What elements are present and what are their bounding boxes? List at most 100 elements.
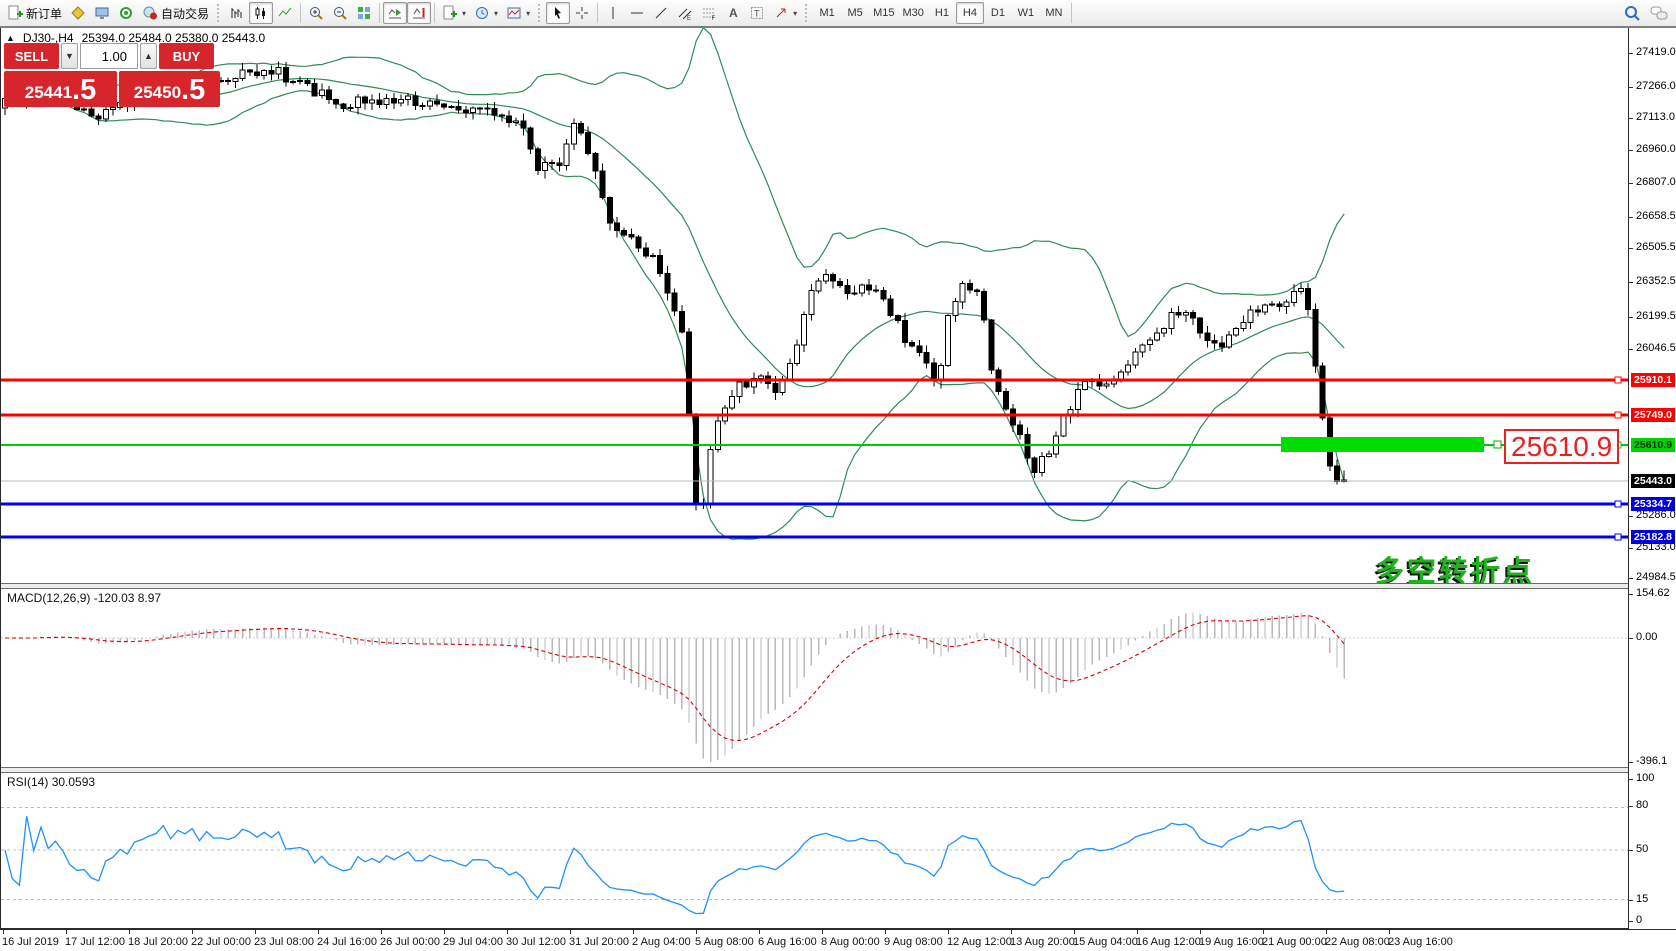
one-click-trading-panel: SELL ▼ 1.00 ▲ BUY 25441 .5 25450 .5	[4, 43, 220, 107]
time-tick	[885, 930, 886, 934]
price-line-label-25910.1: 25910.1	[1631, 373, 1675, 387]
time-label: 19 Aug 16:00	[1199, 936, 1264, 948]
zoom-in-button[interactable]	[304, 2, 328, 24]
templates-button[interactable]: ▾	[502, 2, 534, 24]
trendline-button[interactable]	[649, 2, 673, 24]
time-tick	[759, 930, 760, 934]
chat-button[interactable]	[1645, 2, 1673, 24]
line-anchor-25182.8[interactable]	[1614, 533, 1622, 541]
sell-price[interactable]: 25441 .5	[4, 71, 117, 107]
chart-symbol: DJ30-,H4	[22, 31, 74, 45]
volume-decrease-button[interactable]: ▼	[61, 43, 78, 69]
signals-icon	[120, 7, 133, 19]
text-button[interactable]: A	[721, 2, 745, 24]
axis-tick	[1629, 548, 1633, 549]
autotrading-icon	[143, 6, 158, 20]
axis-tick	[1629, 118, 1633, 119]
price-callout[interactable]: 25610.9	[1504, 429, 1620, 464]
timeframe-d1[interactable]: D1	[990, 7, 1005, 19]
time-label: 22 Jul 00:00	[191, 936, 251, 948]
indicators-icon	[443, 5, 458, 20]
time-label: 30 Jul 12:00	[506, 936, 566, 948]
sell-button[interactable]: SELL	[4, 43, 59, 69]
periods-button[interactable]: ▾	[470, 2, 502, 24]
zoom-in-icon	[310, 7, 323, 20]
text-label-button[interactable]: T	[745, 2, 769, 24]
toolbar: 新订单 自动交易 ▾ ▾	[0, 0, 1676, 28]
macd-signal-line	[5, 615, 1345, 741]
timeframe-m15[interactable]: M15	[873, 7, 895, 19]
signals-button[interactable]	[114, 2, 138, 24]
indicators-button[interactable]: ▾	[438, 2, 470, 24]
horizontal-line-button[interactable]	[625, 2, 649, 24]
price-line-label-25610.9: 25610.9	[1631, 438, 1675, 452]
time-tick	[444, 930, 445, 934]
crosshair-button[interactable]	[570, 2, 594, 24]
search-button[interactable]	[1619, 2, 1645, 24]
timeframe-w1[interactable]: W1	[1017, 7, 1035, 19]
price-line-label-25749.0: 25749.0	[1631, 408, 1675, 422]
trendline-icon	[655, 7, 667, 19]
candlestick-chart-icon	[255, 7, 266, 19]
text-label-icon: T	[751, 7, 764, 19]
macd-chart[interactable]	[1, 589, 1628, 767]
current-price-label: 25443.0	[1631, 474, 1675, 488]
pane-separator[interactable]	[1, 583, 1628, 589]
autotrading-button[interactable]: 自动交易	[138, 2, 213, 24]
metaeditor-button[interactable]	[66, 2, 90, 24]
time-tick	[1137, 930, 1138, 934]
cursor-button[interactable]	[546, 2, 571, 24]
fibonacci-icon: F	[703, 8, 716, 21]
timeframe-mn[interactable]: MN	[1045, 7, 1063, 19]
new-order-button[interactable]: 新订单	[3, 2, 66, 24]
tile-windows-button[interactable]	[352, 2, 376, 24]
sell-price-frac: .5	[72, 74, 97, 106]
line-anchor-25334.7[interactable]	[1614, 500, 1622, 508]
volume-increase-button[interactable]: ▲	[140, 43, 157, 69]
vertical-line-button[interactable]	[601, 2, 625, 24]
axis-label: 27266.0	[1636, 80, 1676, 92]
annotation-note[interactable]: 多空转折点	[1375, 556, 1536, 583]
timeframe-m5[interactable]: M5	[847, 7, 863, 19]
bollinger-upper	[18, 28, 1345, 338]
axis-tick	[1629, 248, 1633, 249]
price-axis[interactable]: 27419.0 27266.0 27113.0 26960.0 26807.0 26658…	[1629, 28, 1676, 929]
bar-chart-button[interactable]	[225, 2, 249, 24]
timeframe-h1[interactable]: H1	[934, 7, 949, 19]
fibonacci-button[interactable]: F	[697, 2, 721, 24]
collapse-panel-icon[interactable]: ▲	[6, 33, 15, 43]
buy-price[interactable]: 25450 .5	[119, 71, 220, 107]
time-tick	[129, 930, 130, 934]
buy-button[interactable]: BUY	[159, 43, 214, 69]
axis-label: 26199.5	[1636, 310, 1676, 322]
rsi-chart[interactable]	[1, 773, 1628, 929]
auto-scroll-button[interactable]	[383, 2, 408, 24]
pane-separator[interactable]	[1, 767, 1628, 773]
axis-label: 154.62	[1636, 587, 1670, 599]
line-chart-button[interactable]	[273, 2, 297, 24]
line-anchor-25910.1[interactable]	[1614, 376, 1622, 384]
axis-tick	[1629, 578, 1633, 579]
candlestick-chart-button[interactable]	[249, 2, 274, 24]
timeframe-group: M1 M5 M15 M30 H1 H4 D1 W1 MN	[813, 2, 1068, 24]
zoom-out-button[interactable]	[328, 2, 352, 24]
buy-price-frac: .5	[181, 74, 206, 106]
chart-shift-button[interactable]	[407, 2, 432, 24]
axis-label: 25286.0	[1636, 509, 1676, 521]
arrows-button[interactable]: ▾	[769, 2, 801, 24]
timeframe-m30[interactable]: M30	[902, 7, 924, 19]
market-watch-button[interactable]	[90, 2, 114, 24]
auto-scroll-icon	[388, 9, 402, 19]
toolbar-handle	[217, 4, 221, 22]
timeframe-m1[interactable]: M1	[819, 7, 835, 19]
line-anchor-25749.0[interactable]	[1614, 411, 1622, 419]
chevron-down-icon: ▼	[65, 51, 74, 61]
timeframe-h4[interactable]: H4	[955, 2, 984, 24]
volume-input[interactable]: 1.00	[80, 43, 138, 69]
time-axis[interactable]: 16 Jul 2019 17 Jul 12:00 18 Jul 20:00 22 Ju…	[0, 929, 1676, 951]
axis-label: 0.00	[1636, 631, 1658, 643]
highlight-band[interactable]	[1281, 437, 1484, 452]
time-tick	[318, 930, 319, 934]
equidistant-channel-button[interactable]: E	[673, 2, 697, 24]
price-chart[interactable]	[1, 28, 1628, 583]
